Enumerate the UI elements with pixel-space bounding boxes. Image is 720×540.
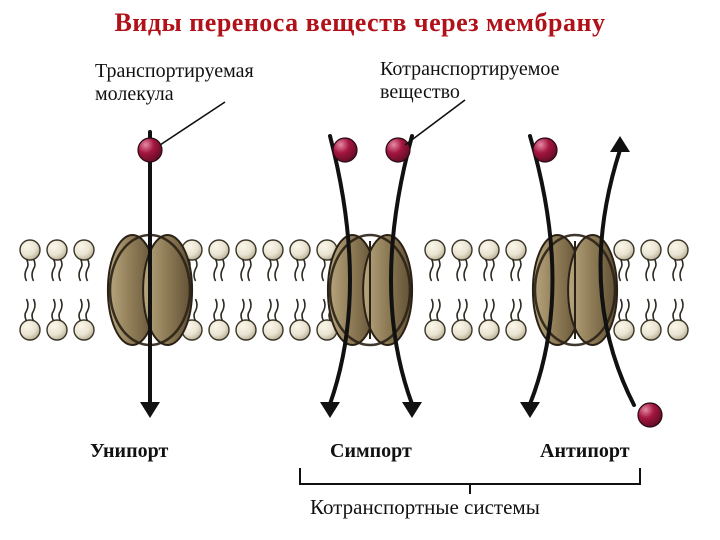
- leader-lines: [160, 100, 465, 145]
- molecule-ant_bot: [638, 403, 662, 427]
- page-title: Виды переноса веществ через мембрану: [0, 8, 720, 38]
- label-symport: Симпорт: [330, 440, 412, 463]
- label-cotransport-systems: Котранспортные системы: [310, 495, 540, 520]
- transport-proteins: [108, 235, 617, 345]
- label-cotransported-substance: Котранспортируемое вещество: [380, 58, 560, 104]
- molecule-sym_top_r: [386, 138, 410, 162]
- molecule-sym_top_l: [333, 138, 357, 162]
- label-transported-molecule: Транспортируемая молекула: [95, 60, 254, 106]
- molecule-uni_top: [138, 138, 162, 162]
- diagram-stage: Виды переноса веществ через мембрану: [0, 0, 720, 540]
- title-text: Виды переноса веществ через мембрану: [115, 8, 606, 37]
- cotransport-bracket: [300, 468, 640, 494]
- molecule-ant_top: [533, 138, 557, 162]
- label-antiport: Антипорт: [540, 440, 630, 463]
- label-uniport: Унипорт: [90, 440, 168, 463]
